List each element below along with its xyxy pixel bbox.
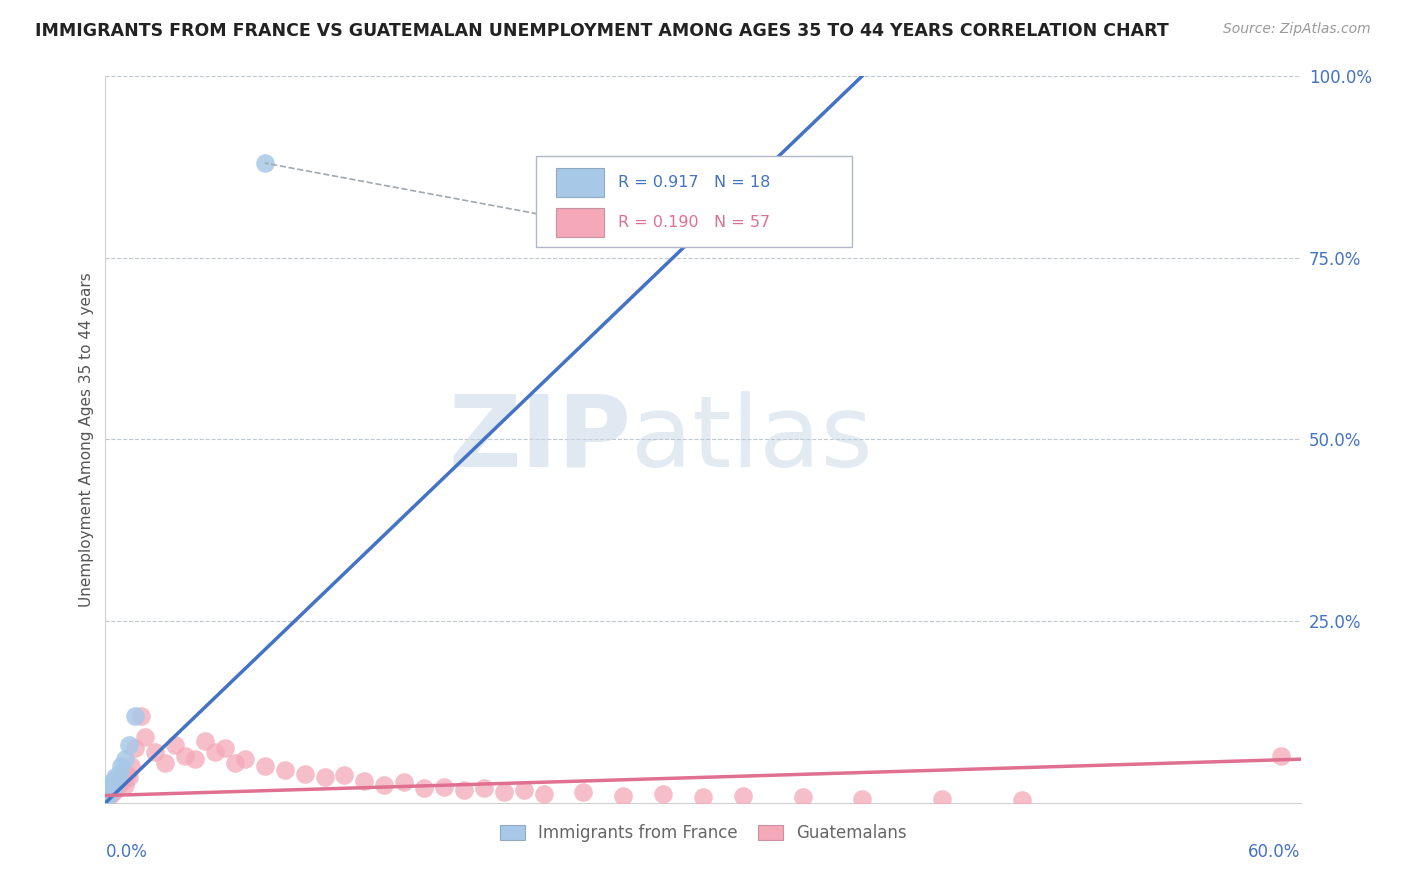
- Point: [1270, 748, 1292, 763]
- Point: [453, 782, 475, 797]
- Y-axis label: Unemployment Among Ages 35 to 44 years: Unemployment Among Ages 35 to 44 years: [79, 272, 94, 607]
- Point: [96, 787, 118, 801]
- Point: [129, 708, 153, 723]
- Point: [118, 770, 141, 784]
- Point: [112, 774, 135, 789]
- Point: [103, 785, 125, 799]
- Point: [143, 745, 166, 759]
- Text: Source: ZipAtlas.com: Source: ZipAtlas.com: [1223, 22, 1371, 37]
- Point: [273, 763, 295, 777]
- Point: [98, 787, 121, 801]
- Point: [612, 789, 634, 803]
- Point: [107, 774, 129, 789]
- Point: [253, 759, 276, 773]
- FancyBboxPatch shape: [555, 169, 603, 197]
- Point: [214, 741, 236, 756]
- Point: [104, 778, 127, 792]
- Point: [108, 775, 131, 789]
- Point: [314, 770, 336, 784]
- Point: [107, 780, 129, 794]
- FancyBboxPatch shape: [536, 156, 852, 247]
- Point: [333, 768, 356, 782]
- Point: [373, 778, 395, 792]
- Point: [110, 759, 132, 773]
- Legend: Immigrants from France, Guatemalans: Immigrants from France, Guatemalans: [494, 818, 912, 849]
- Point: [124, 708, 146, 723]
- Text: IMMIGRANTS FROM FRANCE VS GUATEMALAN UNEMPLOYMENT AMONG AGES 35 TO 44 YEARS CORR: IMMIGRANTS FROM FRANCE VS GUATEMALAN UNE…: [35, 22, 1168, 40]
- Point: [110, 770, 132, 784]
- Point: [692, 789, 714, 804]
- Text: R = 0.190   N = 57: R = 0.190 N = 57: [619, 215, 770, 230]
- Point: [100, 787, 122, 801]
- Point: [100, 778, 122, 792]
- Point: [117, 766, 139, 780]
- Point: [533, 787, 555, 801]
- Point: [108, 766, 131, 780]
- Point: [1011, 793, 1033, 807]
- Point: [931, 792, 953, 806]
- Point: [165, 738, 187, 752]
- Point: [98, 789, 121, 803]
- Point: [184, 752, 207, 766]
- Point: [104, 770, 127, 784]
- Point: [392, 775, 416, 789]
- Point: [114, 778, 136, 792]
- Text: 0.0%: 0.0%: [105, 843, 148, 861]
- Point: [124, 741, 146, 756]
- Point: [120, 759, 142, 773]
- Point: [96, 785, 118, 799]
- Point: [792, 789, 814, 804]
- Point: [204, 745, 226, 759]
- Point: [353, 774, 375, 789]
- Point: [104, 778, 127, 792]
- Point: [103, 781, 125, 796]
- Point: [100, 782, 122, 797]
- Point: [433, 780, 456, 794]
- Point: [104, 782, 127, 797]
- Point: [114, 752, 136, 766]
- Point: [513, 782, 536, 797]
- Point: [492, 785, 515, 799]
- Point: [100, 782, 122, 797]
- FancyBboxPatch shape: [555, 208, 603, 237]
- Point: [103, 774, 125, 789]
- Point: [413, 781, 436, 796]
- Point: [98, 781, 121, 796]
- Point: [224, 756, 246, 770]
- Point: [98, 785, 121, 799]
- Point: [94, 792, 117, 806]
- Point: [96, 789, 118, 803]
- Text: R = 0.917   N = 18: R = 0.917 N = 18: [619, 175, 770, 190]
- Point: [174, 748, 197, 763]
- Point: [851, 792, 873, 806]
- Point: [731, 789, 754, 803]
- Point: [472, 781, 495, 796]
- Text: 60.0%: 60.0%: [1249, 843, 1301, 861]
- Point: [572, 785, 595, 799]
- Point: [253, 156, 276, 170]
- Point: [652, 787, 675, 801]
- Point: [118, 738, 141, 752]
- Text: ZIP: ZIP: [449, 391, 631, 488]
- Point: [153, 756, 177, 770]
- Point: [233, 752, 256, 766]
- Point: [96, 789, 118, 804]
- Point: [194, 734, 217, 748]
- Text: atlas: atlas: [631, 391, 873, 488]
- Point: [94, 792, 117, 806]
- Point: [103, 780, 125, 794]
- Point: [134, 731, 156, 745]
- Point: [294, 766, 316, 780]
